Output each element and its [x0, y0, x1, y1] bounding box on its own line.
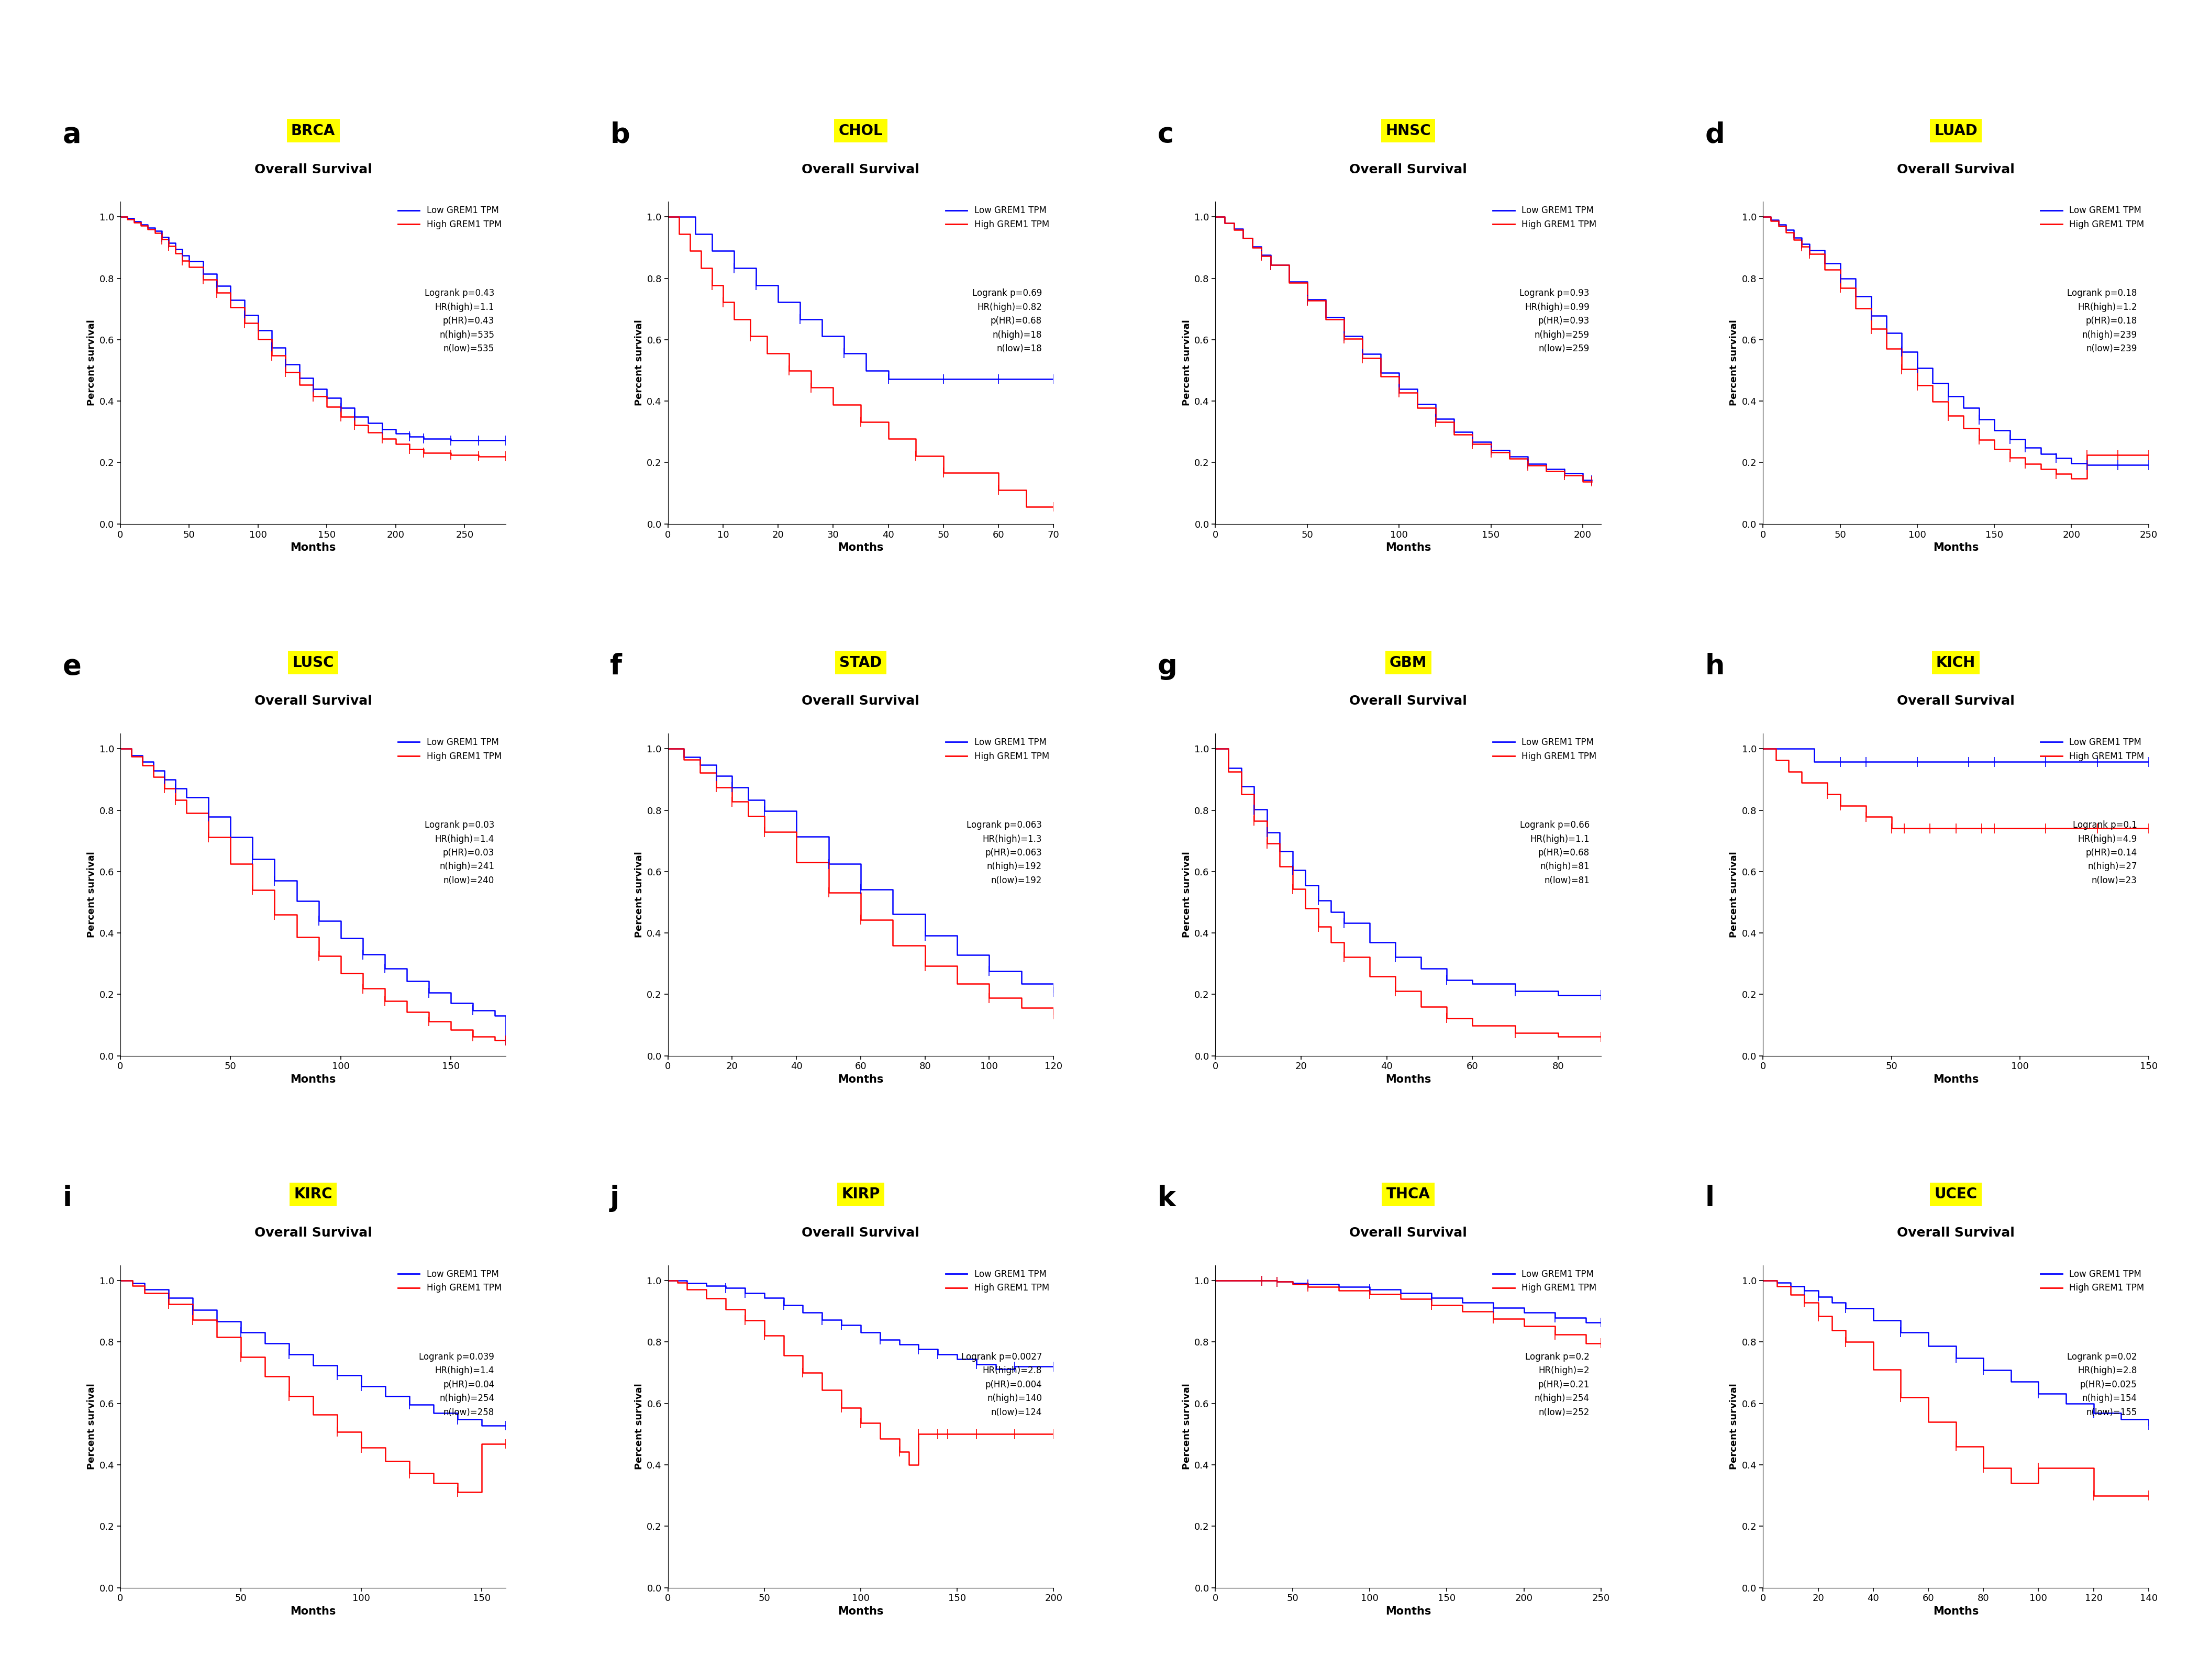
- Text: LUAD: LUAD: [1934, 123, 1978, 138]
- Y-axis label: Percent survival: Percent survival: [1182, 852, 1192, 937]
- X-axis label: Months: Months: [291, 543, 337, 553]
- Text: Overall Survival: Overall Survival: [1350, 696, 1468, 707]
- Text: g: g: [1157, 654, 1177, 680]
- Legend: Low GREM1 TPM, High GREM1 TPM: Low GREM1 TPM, High GREM1 TPM: [2041, 207, 2144, 228]
- Text: h: h: [1704, 654, 1724, 680]
- Text: b: b: [610, 121, 630, 148]
- X-axis label: Months: Months: [291, 1074, 337, 1085]
- Legend: Low GREM1 TPM, High GREM1 TPM: Low GREM1 TPM, High GREM1 TPM: [1492, 1270, 1597, 1294]
- Legend: Low GREM1 TPM, High GREM1 TPM: Low GREM1 TPM, High GREM1 TPM: [945, 738, 1048, 761]
- Text: Overall Survival: Overall Survival: [1350, 1226, 1468, 1240]
- Text: Logrank p=0.1
HR(high)=4.9
p(HR)=0.14
n(high)=27
n(low)=23: Logrank p=0.1 HR(high)=4.9 p(HR)=0.14 n(…: [2072, 820, 2138, 885]
- Text: LUSC: LUSC: [293, 655, 335, 670]
- X-axis label: Months: Months: [1385, 1074, 1431, 1085]
- Text: j: j: [610, 1184, 619, 1211]
- Text: Logrank p=0.43
HR(high)=1.1
p(HR)=0.43
n(high)=535
n(low)=535: Logrank p=0.43 HR(high)=1.1 p(HR)=0.43 n…: [424, 289, 494, 353]
- Legend: Low GREM1 TPM, High GREM1 TPM: Low GREM1 TPM, High GREM1 TPM: [945, 207, 1048, 228]
- Legend: Low GREM1 TPM, High GREM1 TPM: Low GREM1 TPM, High GREM1 TPM: [1492, 207, 1597, 228]
- Text: Logrank p=0.93
HR(high)=0.99
p(HR)=0.93
n(high)=259
n(low)=259: Logrank p=0.93 HR(high)=0.99 p(HR)=0.93 …: [1521, 289, 1588, 353]
- Text: CHOL: CHOL: [838, 123, 882, 138]
- Legend: Low GREM1 TPM, High GREM1 TPM: Low GREM1 TPM, High GREM1 TPM: [2041, 738, 2144, 761]
- Text: e: e: [63, 654, 81, 680]
- Text: Logrank p=0.2
HR(high)=2
p(HR)=0.21
n(high)=254
n(low)=252: Logrank p=0.2 HR(high)=2 p(HR)=0.21 n(hi…: [1525, 1352, 1588, 1416]
- Text: KIRC: KIRC: [293, 1188, 333, 1201]
- X-axis label: Months: Months: [291, 1606, 337, 1616]
- Text: GBM: GBM: [1389, 655, 1427, 670]
- Text: Overall Survival: Overall Survival: [1897, 163, 2015, 176]
- Text: c: c: [1157, 121, 1175, 148]
- Legend: Low GREM1 TPM, High GREM1 TPM: Low GREM1 TPM, High GREM1 TPM: [398, 1270, 501, 1294]
- Text: k: k: [1157, 1184, 1175, 1211]
- Text: Logrank p=0.039
HR(high)=1.4
p(HR)=0.04
n(high)=254
n(low)=258: Logrank p=0.039 HR(high)=1.4 p(HR)=0.04 …: [420, 1352, 494, 1416]
- Y-axis label: Percent survival: Percent survival: [635, 319, 643, 407]
- Text: Logrank p=0.03
HR(high)=1.4
p(HR)=0.03
n(high)=241
n(low)=240: Logrank p=0.03 HR(high)=1.4 p(HR)=0.03 n…: [424, 820, 494, 885]
- Legend: Low GREM1 TPM, High GREM1 TPM: Low GREM1 TPM, High GREM1 TPM: [398, 738, 501, 761]
- X-axis label: Months: Months: [1932, 1074, 1978, 1085]
- Text: Logrank p=0.063
HR(high)=1.3
p(HR)=0.063
n(high)=192
n(low)=192: Logrank p=0.063 HR(high)=1.3 p(HR)=0.063…: [967, 820, 1041, 885]
- Text: KICH: KICH: [1936, 655, 1976, 670]
- Text: i: i: [63, 1184, 72, 1211]
- Text: l: l: [1704, 1184, 1715, 1211]
- Text: Overall Survival: Overall Survival: [1897, 1226, 2015, 1240]
- Text: f: f: [610, 654, 621, 680]
- Text: Logrank p=0.18
HR(high)=1.2
p(HR)=0.18
n(high)=239
n(low)=239: Logrank p=0.18 HR(high)=1.2 p(HR)=0.18 n…: [2068, 289, 2138, 353]
- Legend: Low GREM1 TPM, High GREM1 TPM: Low GREM1 TPM, High GREM1 TPM: [2041, 1270, 2144, 1294]
- X-axis label: Months: Months: [1385, 543, 1431, 553]
- Text: Overall Survival: Overall Survival: [1897, 696, 2015, 707]
- Text: Overall Survival: Overall Survival: [1350, 163, 1468, 176]
- Y-axis label: Percent survival: Percent survival: [88, 319, 96, 407]
- Text: Logrank p=0.0027
HR(high)=2.8
p(HR)=0.004
n(high)=140
n(low)=124: Logrank p=0.0027 HR(high)=2.8 p(HR)=0.00…: [961, 1352, 1041, 1416]
- Text: Overall Survival: Overall Survival: [254, 1226, 372, 1240]
- Legend: Low GREM1 TPM, High GREM1 TPM: Low GREM1 TPM, High GREM1 TPM: [1492, 738, 1597, 761]
- Text: a: a: [63, 121, 81, 148]
- Text: BRCA: BRCA: [291, 123, 335, 138]
- Y-axis label: Percent survival: Percent survival: [1729, 852, 1739, 937]
- Y-axis label: Percent survival: Percent survival: [1729, 1383, 1739, 1470]
- X-axis label: Months: Months: [1932, 543, 1978, 553]
- Text: KIRP: KIRP: [842, 1188, 880, 1201]
- X-axis label: Months: Months: [1385, 1606, 1431, 1616]
- Y-axis label: Percent survival: Percent survival: [635, 852, 643, 937]
- Text: Overall Survival: Overall Survival: [254, 163, 372, 176]
- Text: Overall Survival: Overall Survival: [801, 163, 919, 176]
- X-axis label: Months: Months: [838, 543, 884, 553]
- X-axis label: Months: Months: [1932, 1606, 1978, 1616]
- Text: Logrank p=0.02
HR(high)=2.8
p(HR)=0.025
n(high)=154
n(low)=155: Logrank p=0.02 HR(high)=2.8 p(HR)=0.025 …: [2068, 1352, 2138, 1416]
- Text: Logrank p=0.69
HR(high)=0.82
p(HR)=0.68
n(high)=18
n(low)=18: Logrank p=0.69 HR(high)=0.82 p(HR)=0.68 …: [971, 289, 1041, 353]
- Text: d: d: [1704, 121, 1724, 148]
- Text: HNSC: HNSC: [1385, 123, 1431, 138]
- Text: Logrank p=0.66
HR(high)=1.1
p(HR)=0.68
n(high)=81
n(low)=81: Logrank p=0.66 HR(high)=1.1 p(HR)=0.68 n…: [1521, 820, 1588, 885]
- X-axis label: Months: Months: [838, 1606, 884, 1616]
- X-axis label: Months: Months: [838, 1074, 884, 1085]
- Y-axis label: Percent survival: Percent survival: [1729, 319, 1739, 407]
- Y-axis label: Percent survival: Percent survival: [1182, 1383, 1192, 1470]
- Legend: Low GREM1 TPM, High GREM1 TPM: Low GREM1 TPM, High GREM1 TPM: [398, 207, 501, 228]
- Text: Overall Survival: Overall Survival: [801, 696, 919, 707]
- Y-axis label: Percent survival: Percent survival: [88, 852, 96, 937]
- Text: Overall Survival: Overall Survival: [254, 696, 372, 707]
- Y-axis label: Percent survival: Percent survival: [1182, 319, 1192, 407]
- Text: Overall Survival: Overall Survival: [801, 1226, 919, 1240]
- Text: THCA: THCA: [1387, 1188, 1431, 1201]
- Text: UCEC: UCEC: [1934, 1188, 1978, 1201]
- Text: STAD: STAD: [840, 655, 882, 670]
- Y-axis label: Percent survival: Percent survival: [635, 1383, 643, 1470]
- Legend: Low GREM1 TPM, High GREM1 TPM: Low GREM1 TPM, High GREM1 TPM: [945, 1270, 1048, 1294]
- Y-axis label: Percent survival: Percent survival: [88, 1383, 96, 1470]
